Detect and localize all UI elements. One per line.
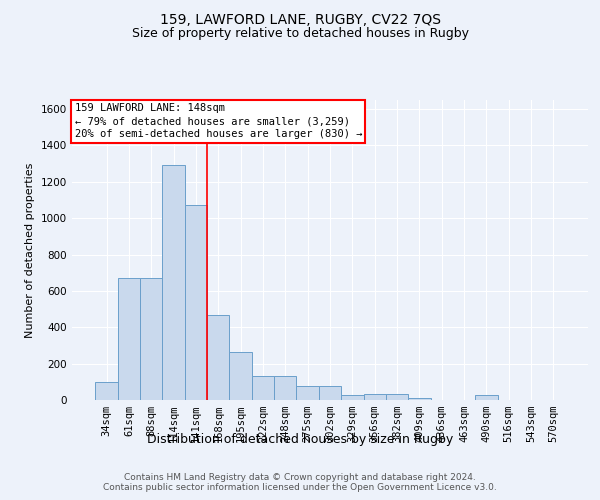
Bar [475,396,497,400]
Bar [118,278,140,400]
Bar [229,352,252,400]
Text: 159 LAWFORD LANE: 148sqm
← 79% of detached houses are smaller (3,259)
20% of sem: 159 LAWFORD LANE: 148sqm ← 79% of detach… [74,103,362,140]
Bar [296,386,319,400]
Y-axis label: Number of detached properties: Number of detached properties [25,162,35,338]
Bar [386,394,408,400]
Bar [274,376,296,400]
Text: Contains public sector information licensed under the Open Government Licence v3: Contains public sector information licen… [103,484,497,492]
Bar [207,314,229,400]
Bar [163,166,185,400]
Bar [341,394,364,400]
Text: Size of property relative to detached houses in Rugby: Size of property relative to detached ho… [131,28,469,40]
Bar [95,382,118,400]
Text: Distribution of detached houses by size in Rugby: Distribution of detached houses by size … [147,432,453,446]
Bar [319,386,341,400]
Text: 159, LAWFORD LANE, RUGBY, CV22 7QS: 159, LAWFORD LANE, RUGBY, CV22 7QS [160,12,440,26]
Bar [252,376,274,400]
Bar [140,278,163,400]
Bar [408,398,431,400]
Bar [185,206,207,400]
Bar [364,394,386,400]
Text: Contains HM Land Registry data © Crown copyright and database right 2024.: Contains HM Land Registry data © Crown c… [124,472,476,482]
